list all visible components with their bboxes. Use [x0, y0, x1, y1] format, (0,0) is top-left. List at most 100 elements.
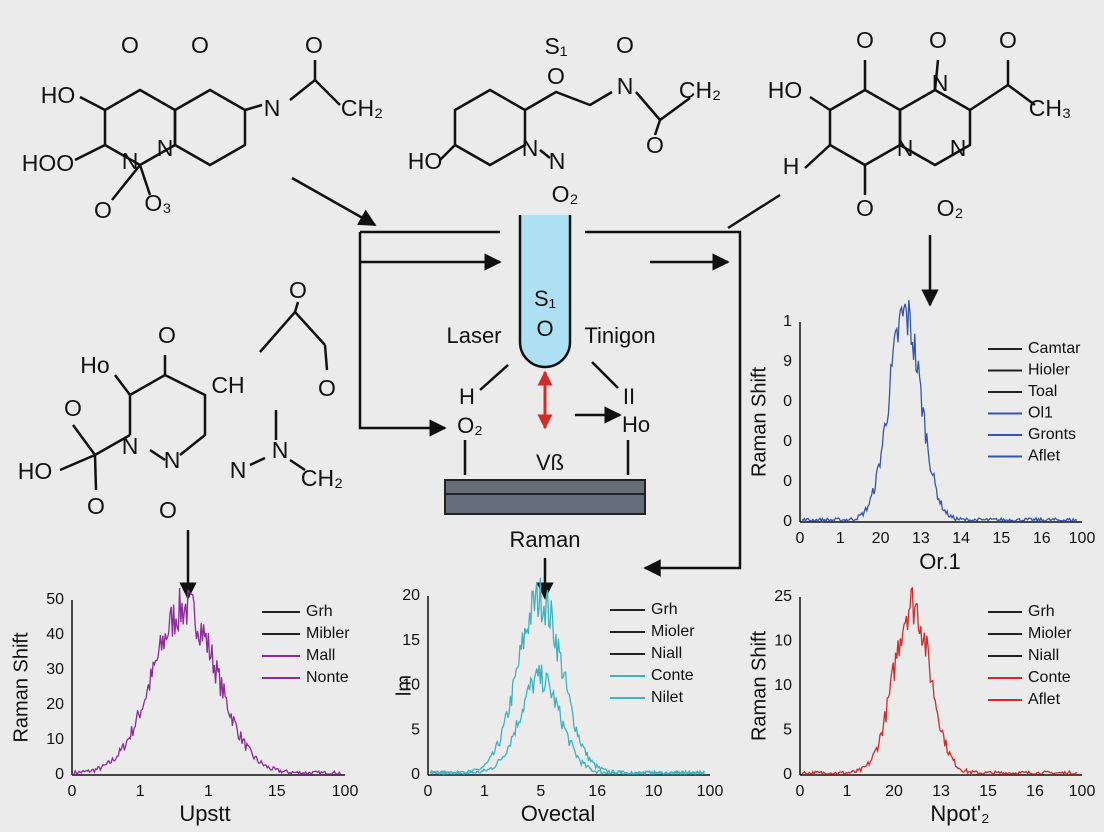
apparatus-label: S₁: [534, 286, 556, 311]
apparatus-label: H: [459, 384, 475, 409]
y-tick-label: 20: [46, 696, 64, 713]
y-tick-label: 25: [774, 588, 792, 605]
atom-label: O: [305, 32, 323, 58]
atom-label: HO: [408, 148, 443, 174]
x-tick-label: 16: [1033, 530, 1051, 547]
x-tick-label: 15: [268, 783, 286, 800]
y-tick-label: 40: [46, 626, 64, 643]
legend-label: Grh: [306, 603, 333, 620]
y-tick-label: 9: [783, 353, 792, 370]
x-tick-label: 100: [332, 783, 359, 800]
atom-label: O: [929, 27, 947, 53]
atom-label: O: [159, 497, 177, 523]
spectrum-trace: [429, 577, 705, 776]
x-tick-label: 100: [1069, 530, 1096, 547]
x-tick-label: 13: [932, 783, 950, 800]
y-tick-label: 10: [774, 633, 792, 650]
y-tick-label: 0: [411, 766, 420, 783]
x-tick-label: 1: [480, 783, 489, 800]
y-tick-label: 0: [783, 393, 792, 410]
atom-label: N: [932, 70, 949, 96]
atom-label: O: [289, 277, 307, 303]
atom-label: N: [950, 135, 967, 161]
x-tick-label: 0: [424, 783, 433, 800]
x-axis-label: Npot'₂: [930, 801, 989, 826]
y-tick-label: 50: [46, 591, 64, 608]
legend-label: Ol1: [1028, 405, 1053, 422]
atom-label: CH₂: [301, 465, 343, 491]
atom-label: HO: [18, 458, 53, 484]
x-tick-label: 20: [872, 530, 890, 547]
y-tick-label: 10: [774, 677, 792, 694]
y-tick-label: 0: [783, 433, 792, 450]
y-tick-label: 1: [783, 313, 792, 330]
atom-label: O: [547, 63, 565, 89]
legend-label: Niall: [1028, 647, 1059, 664]
legend-label: Grh: [1028, 603, 1055, 620]
arrows: [179, 176, 939, 600]
x-tick-label: 0: [68, 783, 77, 800]
atom-label: O₂: [552, 181, 579, 207]
x-tick-label: 5: [536, 783, 545, 800]
x-tick-label: 1: [136, 783, 145, 800]
apparatus-label: O: [536, 316, 553, 341]
atom-label: O: [999, 27, 1017, 53]
x-axis-label: Upstt: [179, 801, 230, 826]
y-axis-label: Raman Shift: [748, 631, 770, 741]
apparatus-label: Vß: [536, 450, 564, 475]
legend-label: Nonte: [306, 669, 349, 686]
sample-plate: [444, 479, 646, 515]
atom-label: N: [617, 73, 634, 99]
atom-label: O: [646, 132, 664, 158]
legend-label: Conte: [651, 667, 694, 684]
y-axis-label: Raman Shift: [10, 632, 32, 742]
y-tick-label: 0: [783, 513, 792, 530]
apparatus: [444, 215, 646, 515]
atom-label: N: [897, 135, 914, 161]
y-tick-label: 0: [55, 766, 64, 783]
x-tick-label: 0: [796, 530, 805, 547]
legend-label: Mioler: [651, 623, 695, 640]
x-axis-label: Or.1: [919, 549, 961, 574]
legend-label: Camtar: [1028, 340, 1081, 357]
tube: [518, 215, 572, 369]
x-tick-label: 1: [843, 783, 852, 800]
atom-label: O: [87, 493, 105, 519]
x-tick-label: 1: [836, 530, 845, 547]
atom-label: N: [122, 433, 139, 459]
atom-label: N: [164, 447, 181, 473]
atom-label: Ho: [80, 352, 109, 378]
apparatus-label: Ho: [622, 412, 650, 437]
x-tick-label: 20: [885, 783, 903, 800]
atom-label: H: [783, 153, 800, 179]
apparatus-label: O₂: [457, 413, 483, 438]
apparatus-label: Laser: [446, 323, 501, 348]
y-tick-label: 15: [402, 632, 420, 649]
x-tick-label: 15: [979, 783, 997, 800]
atom-label: CH₃: [1029, 95, 1072, 121]
y-tick-label: 0: [783, 473, 792, 490]
apparatus-label: II: [623, 384, 635, 409]
x-axis-label: Ovectal: [521, 801, 596, 826]
legend-label: Niall: [651, 645, 682, 662]
x-tick-label: 14: [952, 530, 970, 547]
atom-label: O: [856, 27, 874, 53]
atom-label: N: [122, 148, 139, 174]
atom-label: HO: [768, 77, 803, 103]
atom-label: N: [264, 95, 281, 121]
y-tick-label: 10: [402, 677, 420, 694]
x-tick-label: 16: [1026, 783, 1044, 800]
legend-label: Conte: [1028, 669, 1071, 686]
y-tick-label: 20: [402, 587, 420, 604]
legend-label: Aflet: [1028, 691, 1061, 708]
atom-label: O: [616, 32, 634, 58]
x-tick-label: 0: [796, 783, 805, 800]
y-tick-label: 5: [783, 722, 792, 739]
atom-label: CH₂: [679, 77, 721, 103]
atom-label: CH₂: [341, 95, 383, 121]
atom-label: O: [856, 195, 874, 221]
atom-label: O: [121, 32, 139, 58]
atom-label: CH: [211, 372, 244, 398]
apparatus-label: Tinigon: [584, 323, 655, 348]
atom-label: N: [157, 135, 174, 161]
